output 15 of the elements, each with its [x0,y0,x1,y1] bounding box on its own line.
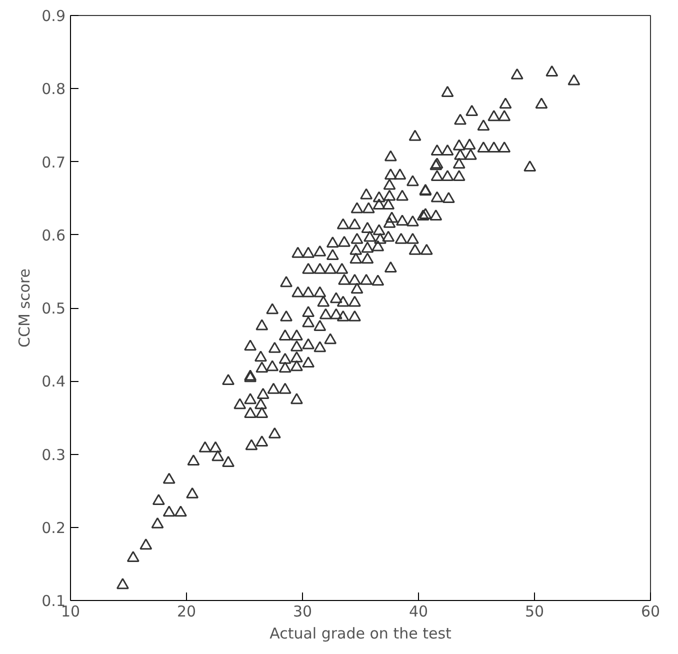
x-tick-label: 30 [292,602,312,620]
y-tick-label: 0.3 [42,446,66,464]
y-tick-label: 0.6 [42,226,66,244]
y-tick-label: 0.7 [42,153,66,172]
y-tick-label: 0.2 [42,518,66,537]
x-tick-label: 20 [176,602,196,620]
y-tick-label: 0.4 [42,372,66,391]
x-tick-label: 60 [640,602,660,620]
y-tick-label: 0.8 [42,80,66,98]
y-axis-title: CCM score [16,268,34,348]
y-tick-label: 0.5 [42,300,66,318]
x-tick-label: 40 [408,602,428,620]
y-tick-label: 0.9 [42,7,66,25]
x-axis-title: Actual grade on the test [270,624,452,642]
x-tick-label: 50 [524,602,544,620]
